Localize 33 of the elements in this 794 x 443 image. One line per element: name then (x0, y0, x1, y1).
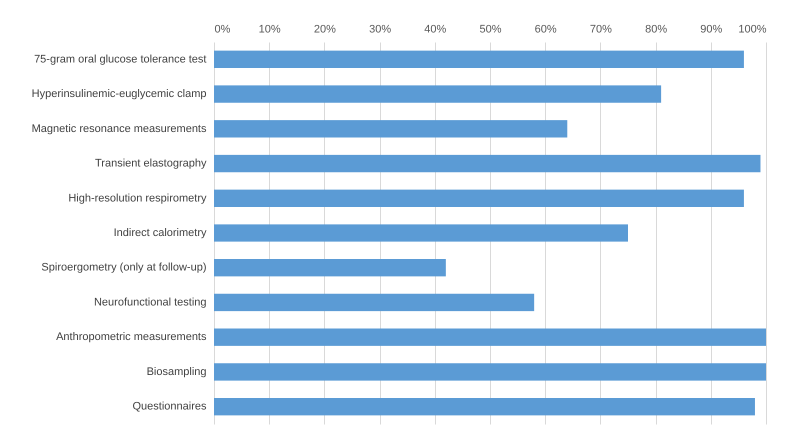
bar (214, 328, 766, 346)
y-tick-label: 75-gram oral glucose tolerance test (34, 53, 206, 66)
y-tick-label: Hyperinsulinemic-euglycemic clamp (32, 88, 206, 100)
bar (214, 85, 662, 103)
x-tick-label: 10% (258, 24, 281, 36)
x-tick-label: 90% (700, 24, 723, 36)
x-tick-label: 80% (645, 24, 668, 36)
y-tick-label: Biosampling (146, 366, 206, 378)
bar (214, 398, 755, 416)
y-tick-label: Transient elastography (95, 158, 207, 170)
y-tick-label: Spiroergometry (only at follow-up) (41, 262, 206, 274)
x-tick-label: 0% (214, 24, 231, 36)
y-tick-label: Magnetic resonance measurements (32, 122, 207, 135)
x-tick-label: 30% (369, 24, 392, 36)
y-tick-label: Neurofunctional testing (94, 296, 206, 308)
x-tick-label: 20% (314, 24, 336, 36)
bar (214, 50, 744, 68)
x-tick-label: 70% (590, 24, 612, 36)
bar (214, 154, 760, 172)
bar (214, 120, 568, 138)
bar (214, 294, 534, 312)
x-tick-label: 100% (738, 24, 767, 36)
y-tick-label: Anthropometric measurements (56, 331, 207, 344)
x-tick-label: 50% (479, 24, 502, 36)
x-tick-label: 40% (424, 24, 447, 36)
x-tick-label: 60% (534, 24, 557, 36)
bar (214, 363, 766, 381)
bar (214, 190, 744, 207)
y-tick-label: Questionnaires (132, 400, 207, 413)
bar (214, 224, 628, 242)
bar (214, 259, 446, 276)
y-tick-label: Indirect calorimetry (114, 227, 207, 239)
y-tick-label: High-resolution respirometry (68, 192, 207, 204)
